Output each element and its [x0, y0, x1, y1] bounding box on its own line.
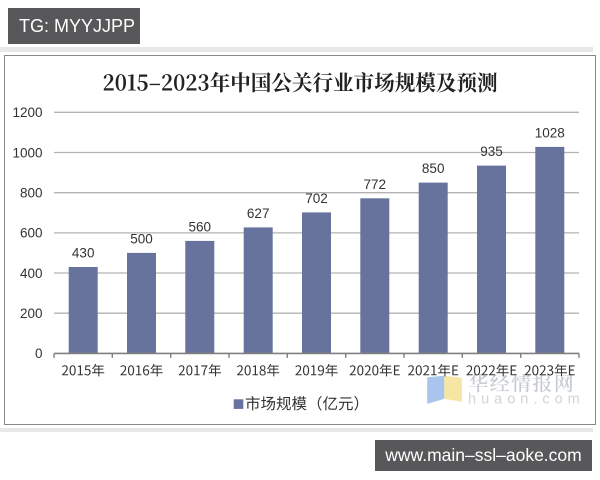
svg-text:huaon.com: huaon.com [468, 392, 585, 408]
svg-text:430: 430 [72, 246, 95, 261]
svg-text:0: 0 [35, 346, 43, 361]
svg-text:935: 935 [480, 144, 503, 159]
svg-text:772: 772 [364, 177, 387, 192]
svg-text:702: 702 [305, 191, 328, 206]
svg-text:500: 500 [130, 231, 153, 246]
svg-text:600: 600 [20, 226, 43, 241]
svg-text:1000: 1000 [12, 145, 42, 160]
svg-text:1028: 1028 [535, 125, 565, 140]
svg-text:627: 627 [247, 206, 270, 221]
svg-text:560: 560 [189, 219, 212, 234]
svg-text:850: 850 [422, 161, 445, 176]
svg-text:1200: 1200 [12, 105, 42, 120]
svg-text:400: 400 [20, 266, 43, 281]
svg-text:200: 200 [20, 306, 43, 321]
svg-text:800: 800 [20, 186, 43, 201]
